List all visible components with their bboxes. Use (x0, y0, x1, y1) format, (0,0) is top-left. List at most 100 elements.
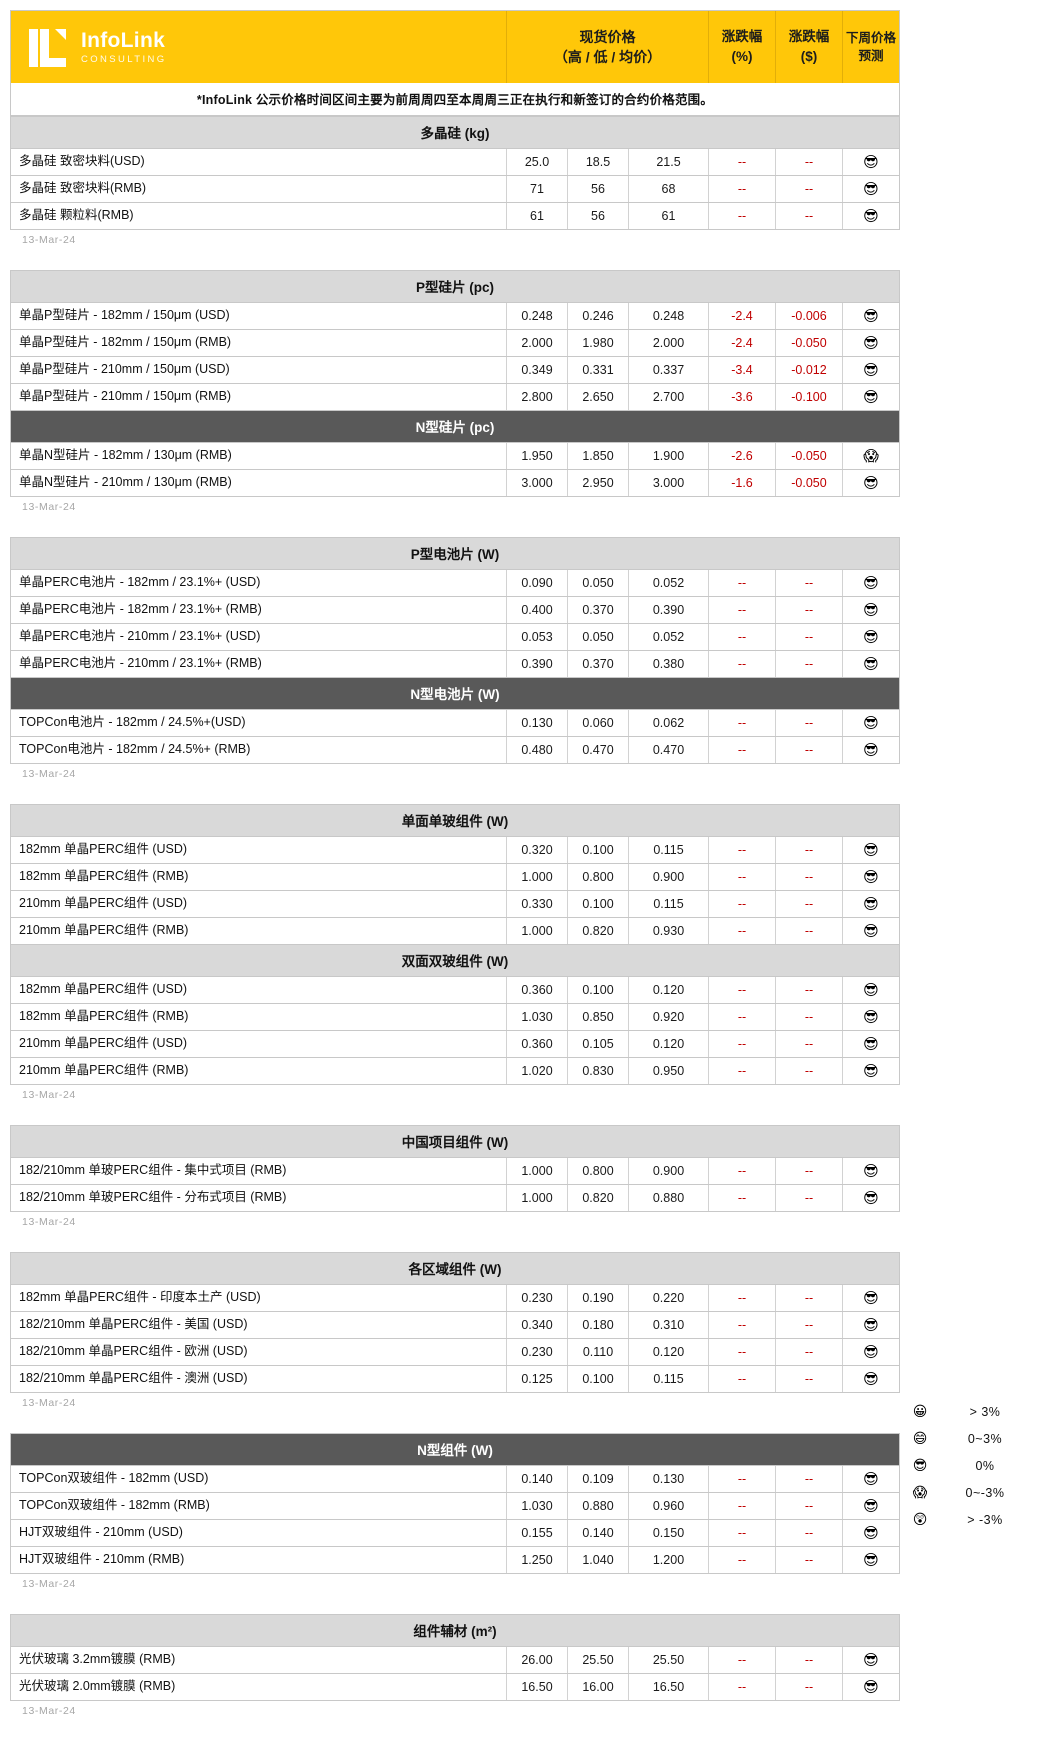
cell-price-low: 0.100 (567, 891, 628, 917)
cell-price-high: 0.360 (506, 1031, 567, 1057)
row-product-name: 单晶P型硅片 - 182mm / 150μm (RMB) (19, 335, 232, 350)
forecast-line1: 下周价格 (845, 30, 896, 45)
cell-change-dollar: -- (775, 837, 842, 863)
block-spacer (10, 1228, 900, 1252)
row-product-name: 单晶PERC电池片 - 182mm / 23.1%+ (RMB) (19, 602, 262, 617)
legend-label: 0~-3% (965, 1485, 1005, 1500)
section-header: 组件辅材 (m²) (11, 1615, 899, 1647)
cell-price-low: 56 (567, 176, 628, 202)
cell-forecast-emoji: 😎 (842, 1547, 899, 1573)
date-stamp: 13-Mar-24 (22, 768, 76, 780)
cell-price-low: 0.800 (567, 864, 628, 890)
row-product-name: 单晶P型硅片 - 210mm / 150μm (USD) (19, 362, 230, 377)
row-product-name: HJT双玻组件 - 210mm (RMB) (19, 1552, 185, 1567)
date-stamp: 13-Mar-24 (22, 1089, 76, 1101)
cell-price-low: 0.470 (567, 737, 628, 763)
cell-forecast-emoji: 😎 (842, 837, 899, 863)
row-product-name: TOPCon双玻组件 - 182mm (USD) (19, 1471, 209, 1486)
table-row: 单晶N型硅片 - 182mm / 130μm (RMB) 1.950 1.850 1.… (11, 443, 899, 470)
block-spacer (10, 780, 900, 804)
cell-change-percent: -- (708, 570, 775, 596)
table-row: 单晶P型硅片 - 210mm / 150μm (USD) 0.349 0.331 0.… (11, 357, 899, 384)
table-row: 单晶PERC电池片 - 182mm / 23.1%+ (USD) 0.090 0.0… (11, 570, 899, 597)
cell-price-average: 21.5 (628, 149, 708, 175)
cell-price-average: 0.310 (628, 1312, 708, 1338)
cell-change-percent: -- (708, 891, 775, 917)
cell-change-dollar: -- (775, 1185, 842, 1211)
cell-change-dollar: -0.100 (775, 384, 842, 410)
cell-forecast-emoji: 😎 (842, 710, 899, 736)
table-row: 单晶PERC电池片 - 210mm / 23.1%+ (USD) 0.053 0.0… (11, 624, 899, 651)
date-stamp: 13-Mar-24 (22, 1705, 76, 1717)
table-block: P型硅片 (pc) 单晶P型硅片 - 182mm / 150μm (USD) 0.2… (10, 270, 900, 537)
cell-change-percent: -- (708, 149, 775, 175)
cell-forecast-emoji: 😎 (842, 1647, 899, 1673)
cell-forecast-emoji: 😎 (842, 176, 899, 202)
cell-forecast-emoji: 😎 (842, 977, 899, 1003)
section-header: P型电池片 (W) (11, 538, 899, 570)
cell-change-percent: -- (708, 1466, 775, 1492)
cell-price-low: 0.110 (567, 1339, 628, 1365)
table-row: HJT双玻组件 - 210mm (RMB) 1.250 1.040 1.200 -- --… (11, 1547, 899, 1574)
row-product-name: 单晶P型硅片 - 182mm / 150μm (USD) (19, 308, 230, 323)
cell-change-percent: -- (708, 837, 775, 863)
cell-price-low: 0.100 (567, 1366, 628, 1392)
cell-change-percent: -- (708, 710, 775, 736)
table-block: 组件辅材 (m²) 光伏玻璃 3.2mm镀膜 (RMB) 26.00 25.50 25.… (10, 1614, 900, 1741)
table-block: N型组件 (W) TOPCon双玻组件 - 182mm (USD) 0.140 0.1… (10, 1433, 900, 1614)
cell-forecast-emoji: 😎 (842, 864, 899, 890)
row-product-name: 182/210mm 单玻PERC组件 - 集中式项目 (RMB) (19, 1163, 287, 1178)
row-product-name: 多晶硅 颗粒料(RMB) (19, 208, 134, 223)
cell-price-high: 1.030 (506, 1493, 567, 1519)
cell-change-percent: -- (708, 737, 775, 763)
row-product-name: 182/210mm 单玻PERC组件 - 分布式项目 (RMB) (19, 1190, 287, 1205)
cell-forecast-emoji: 😎 (842, 1366, 899, 1392)
table-row: 182/210mm 单晶PERC组件 - 欧洲 (USD) 0.230 0.110 0… (11, 1339, 899, 1366)
cell-forecast-emoji: 😎 (842, 624, 899, 650)
cell-change-dollar: -- (775, 1312, 842, 1338)
section-group: 各区域组件 (W) 182mm 单晶PERC组件 - 印度本土产 (USD) 0.2… (10, 1252, 900, 1393)
row-product-name: 210mm 单晶PERC组件 (RMB) (19, 923, 189, 938)
date-stamp: 13-Mar-24 (22, 1397, 76, 1409)
row-product-name: 210mm 单晶PERC组件 (RMB) (19, 1063, 189, 1078)
cell-forecast-emoji: 😎 (842, 1493, 899, 1519)
row-product-name: 多晶硅 致密块料(RMB) (19, 181, 147, 196)
cell-price-high: 0.349 (506, 357, 567, 383)
cell-change-percent: -- (708, 1285, 775, 1311)
table-row: 182/210mm 单玻PERC组件 - 集中式项目 (RMB) 1.000 0.8… (11, 1158, 899, 1185)
cell-price-high: 0.053 (506, 624, 567, 650)
table-row: 182/210mm 单玻PERC组件 - 分布式项目 (RMB) 1.000 0.8… (11, 1185, 899, 1212)
cell-change-percent: -- (708, 203, 775, 229)
forecast-legend: 😀 > 3% 😄 0~3% 😎 0% 😱 0~-3% 😲 > -3% (905, 1398, 1035, 1533)
cell-change-dollar: -- (775, 1366, 842, 1392)
legend-item: 😀 > 3% (905, 1398, 1035, 1425)
cell-price-low: 0.060 (567, 710, 628, 736)
table-row: 多晶硅 颗粒料(RMB) 61 56 61 -- -- 😎 (11, 203, 899, 230)
table-block: 各区域组件 (W) 182mm 单晶PERC组件 - 印度本土产 (USD) 0.2… (10, 1252, 900, 1433)
table-row: 光伏玻璃 2.0mm镀膜 (RMB) 16.50 16.00 16.50 -- -- 😎 (11, 1674, 899, 1701)
row-product-name: 光伏玻璃 2.0mm镀膜 (RMB) (19, 1679, 176, 1694)
cell-price-average: 0.115 (628, 837, 708, 863)
row-product-name: TOPCon双玻组件 - 182mm (RMB) (19, 1498, 210, 1513)
table-row: 182mm 单晶PERC组件 (USD) 0.320 0.100 0.115 -- -- 😎 (11, 837, 899, 864)
table-row: HJT双玻组件 - 210mm (USD) 0.155 0.140 0.150 -- --… (11, 1520, 899, 1547)
cell-change-percent: -- (708, 1312, 775, 1338)
column-header-forecast: 下周价格 预测 (842, 11, 899, 83)
cell-price-high: 2.000 (506, 330, 567, 356)
cell-forecast-emoji: 😎 (842, 1158, 899, 1184)
row-product-name: 光伏玻璃 3.2mm镀膜 (RMB) (19, 1652, 176, 1667)
cell-forecast-emoji: 😎 (842, 1339, 899, 1365)
row-product-name: 多晶硅 致密块料(USD) (19, 154, 145, 169)
cell-forecast-emoji: 😎 (842, 303, 899, 329)
cell-price-high: 0.248 (506, 303, 567, 329)
cell-forecast-emoji: 😎 (842, 1031, 899, 1057)
table-header: InfoLink CONSULTING 现货价格 （高 / 低 / 均价） 涨跌… (10, 10, 900, 83)
block-spacer (10, 1717, 900, 1741)
cell-change-percent: -- (708, 597, 775, 623)
cell-price-average: 0.220 (628, 1285, 708, 1311)
cell-price-low: 1.040 (567, 1547, 628, 1573)
section-header: N型组件 (W) (11, 1434, 899, 1466)
cell-change-dollar: -- (775, 1058, 842, 1084)
cell-price-average: 0.130 (628, 1466, 708, 1492)
cell-change-dollar: -0.050 (775, 470, 842, 496)
